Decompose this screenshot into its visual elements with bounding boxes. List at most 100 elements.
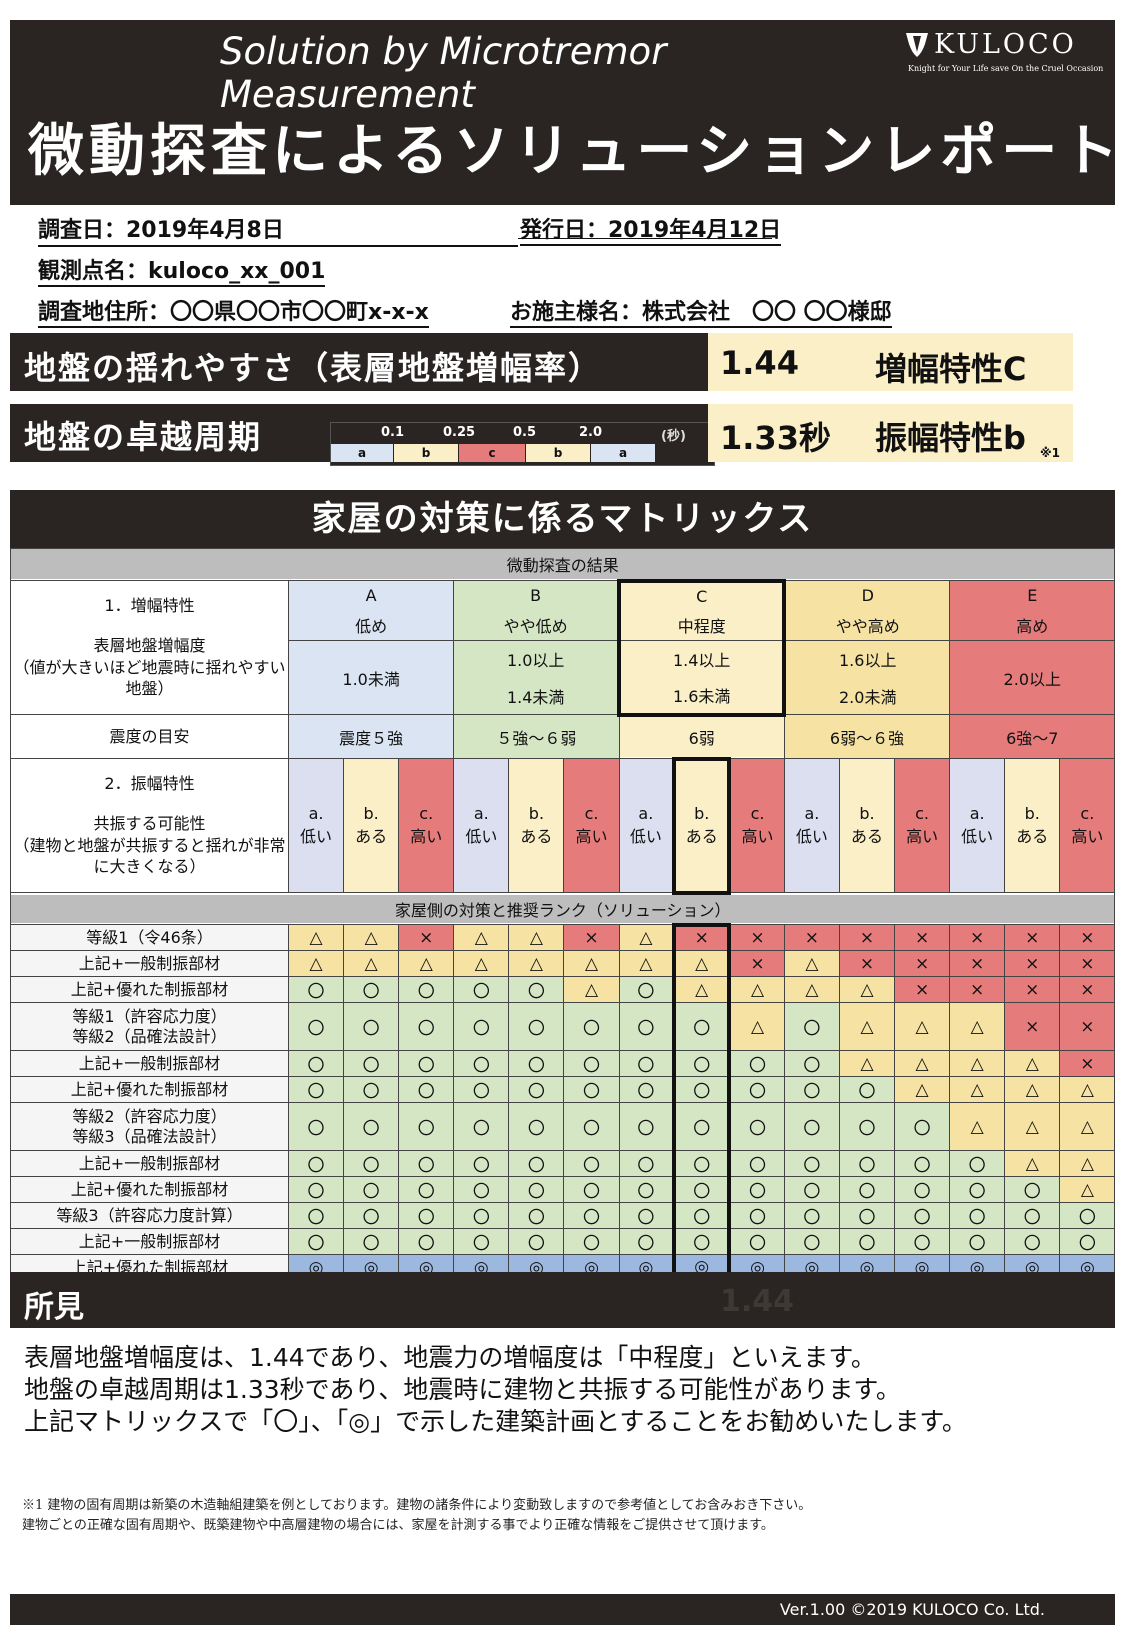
- category-level: やや高め: [783, 610, 951, 641]
- rank-cell: △: [508, 950, 565, 977]
- rank-cell: 〇: [949, 1150, 1006, 1177]
- rank-cell: △: [949, 1002, 1006, 1051]
- rank-cell: 〇: [728, 1202, 785, 1229]
- rank-cell: 〇: [398, 1202, 455, 1229]
- rank-cell: 〇: [894, 1228, 951, 1255]
- intensity-label: 震度の目安: [10, 714, 289, 759]
- rank-cell: 〇: [618, 1102, 675, 1151]
- rank-cell: 〇: [563, 1202, 620, 1229]
- vib-word: 高い: [410, 827, 443, 846]
- vib-word: 高い: [741, 827, 774, 846]
- rank-cell: 〇: [563, 1076, 620, 1103]
- rank-cell: △: [453, 924, 510, 951]
- rank-cell: 〇: [398, 1176, 455, 1203]
- rank-cell: 〇: [563, 1228, 620, 1255]
- rank-cell: 〇: [894, 1102, 951, 1151]
- rank-cell: △: [838, 1050, 896, 1077]
- rank-cell: 〇: [1004, 1202, 1061, 1229]
- rank-cell: 〇: [287, 1202, 345, 1229]
- intensity-value: ５強〜６弱: [453, 714, 620, 759]
- vib-code: b.: [859, 804, 875, 823]
- rank-cell: ×: [728, 924, 785, 951]
- rank-cell: 〇: [453, 1076, 510, 1103]
- rank-cell: 〇: [398, 1228, 455, 1255]
- rank-cell: ×: [1059, 1002, 1116, 1051]
- vib-code: b.: [528, 804, 545, 823]
- rank-cell: 〇: [563, 1102, 620, 1151]
- rank-cell: 〇: [672, 1202, 732, 1229]
- rank-cell: 〇: [838, 1102, 896, 1151]
- vib-code: a.: [969, 804, 985, 823]
- rank-cell: ×: [1004, 924, 1061, 951]
- footer-bar: [10, 1594, 1115, 1625]
- scale-segment-c: c: [459, 444, 525, 462]
- category-letter: A: [287, 580, 455, 611]
- rank-cell: 〇: [398, 1050, 455, 1077]
- period-scale: 0.1 0.25 0.5 2.0 (秒) a b c b a: [330, 422, 715, 466]
- range-lower: 1.4以上: [617, 640, 787, 678]
- vib-cell: a. 低い: [949, 758, 1006, 893]
- scale-segment-b: b: [394, 444, 458, 462]
- rank-cell: △: [894, 1002, 951, 1051]
- rank-cell: ×: [838, 924, 896, 951]
- rank-cell: 〇: [783, 1076, 840, 1103]
- rank-cell: ×: [1059, 924, 1116, 951]
- report-header: [10, 20, 1115, 205]
- vib-cell: c. 高い: [563, 758, 620, 893]
- rank-cell: 〇: [618, 976, 675, 1003]
- rank-cell: △: [343, 950, 400, 977]
- logo-tagline: Knight for Your Life save On the Cruel O…: [908, 64, 1104, 73]
- rank-cell: 〇: [508, 1202, 565, 1229]
- rank-cell: △: [618, 924, 675, 951]
- vib-cell: b. ある: [343, 758, 400, 893]
- category-letter: C: [617, 578, 787, 611]
- rank-cell: ×: [728, 950, 785, 977]
- vib-cell: b. ある: [508, 758, 565, 893]
- rank-cell: 〇: [618, 1150, 675, 1177]
- scale-tick: 0.5: [513, 425, 537, 440]
- rank-cell: 〇: [398, 1102, 455, 1151]
- vib-word: 高い: [1071, 827, 1104, 846]
- scale-tick: 0.25: [443, 425, 476, 440]
- range-upper: 1.6未満: [617, 677, 787, 717]
- solution-matrix: 微動探査の結果 1．増幅特性 表層地盤増幅度 （値が大きいほど地震時に揺れやすい地盤…: [9, 548, 1116, 1284]
- vib-word: ある: [685, 827, 718, 846]
- vib-cell: a. 低い: [783, 758, 840, 893]
- rank-cell: △: [949, 1076, 1006, 1103]
- scale-segment-a: a: [591, 444, 655, 462]
- rank-cell: 〇: [672, 1102, 732, 1151]
- vib-word: 低い: [629, 827, 662, 846]
- solution-row-label: 等級3（許容応力度計算）: [10, 1202, 289, 1229]
- vib-code: a.: [638, 804, 654, 823]
- findings-line: 地盤の卓越周期は1.33秒であり、地震時に建物と共振する可能性があります。: [24, 1375, 901, 1404]
- rank-cell: ×: [949, 950, 1006, 977]
- rank-cell: ×: [838, 950, 896, 977]
- rank-cell: 〇: [672, 1228, 732, 1255]
- rank-cell: △: [563, 976, 620, 1003]
- rank-cell: 〇: [508, 1150, 565, 1177]
- category-letter: B: [453, 580, 620, 611]
- category-letter: E: [949, 580, 1116, 611]
- rank-cell: ×: [1059, 976, 1116, 1003]
- rank-cell: 〇: [563, 1150, 620, 1177]
- period-characteristic: 振幅特性b: [875, 419, 1026, 457]
- report-subtitle: Solution by Microtremor Measurement: [220, 30, 667, 116]
- vib-cell: b. ある: [672, 756, 732, 895]
- footnote: ※1 建物の固有周期は新築の木造軸組建築を例としております。建物の諸条件により変…: [22, 1498, 812, 1513]
- rank-cell: 〇: [672, 1076, 732, 1103]
- rank-cell: 〇: [453, 976, 510, 1003]
- rank-cell: 〇: [343, 1176, 400, 1203]
- client-name: お施主様名：株式会社 〇〇 〇〇様邸: [510, 294, 892, 328]
- vib-description: 共振する可能性 （建物と地盤が共振すると揺れが非常に大きくなる）: [13, 813, 286, 877]
- rank-cell: 〇: [398, 1002, 455, 1051]
- vib-cell: a. 低い: [618, 758, 675, 893]
- rank-cell: 〇: [1059, 1228, 1116, 1255]
- rank-cell: △: [508, 924, 565, 951]
- vib-word: ある: [520, 827, 553, 846]
- vib-heading: 2．振幅特性: [104, 774, 195, 794]
- rank-cell: 〇: [838, 1176, 896, 1203]
- vib-code: c.: [584, 804, 599, 823]
- rank-cell: △: [287, 950, 345, 977]
- rank-cell: △: [1059, 1102, 1116, 1151]
- rank-cell: 〇: [618, 1076, 675, 1103]
